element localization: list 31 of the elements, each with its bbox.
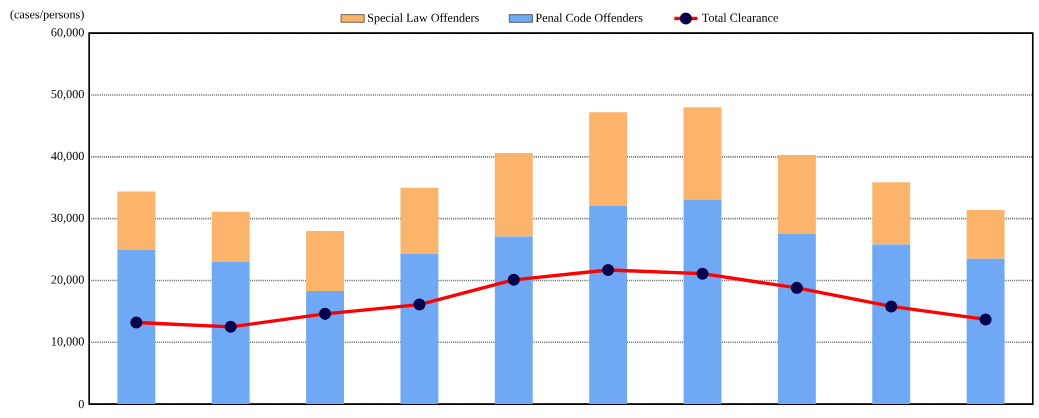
legend-label: Special Law Offenders — [367, 13, 479, 25]
bar — [494, 153, 533, 237]
bar — [211, 211, 250, 262]
y-tick-label: 50,000 — [51, 89, 84, 100]
bar — [400, 253, 439, 405]
y-tick-label: 40,000 — [51, 151, 84, 162]
bar — [400, 187, 439, 254]
y-tick-label: 10,000 — [51, 337, 84, 348]
bar — [589, 205, 628, 405]
bar — [683, 107, 722, 200]
bar — [589, 112, 628, 206]
bar — [777, 234, 816, 405]
bar — [872, 244, 911, 405]
y-tick-label: 20,000 — [51, 275, 84, 286]
bar — [966, 209, 1005, 259]
bar — [683, 199, 722, 405]
y-tick-label: 30,000 — [51, 213, 84, 224]
bar — [306, 290, 345, 405]
legend-label: Penal Code Offenders — [535, 13, 643, 22]
bar — [777, 154, 816, 235]
y-tick-label: 60,000 — [51, 28, 84, 39]
y-axis-title: (cases/persons) — [10, 9, 84, 21]
bar — [306, 230, 345, 291]
bar — [117, 249, 156, 405]
bar — [494, 236, 533, 405]
bar — [117, 191, 156, 250]
bar — [211, 261, 250, 405]
bar — [872, 182, 911, 245]
bar — [966, 258, 1005, 405]
legend-label: Total Clearance — [702, 13, 778, 22]
y-tick-label: 0 — [78, 399, 84, 409]
